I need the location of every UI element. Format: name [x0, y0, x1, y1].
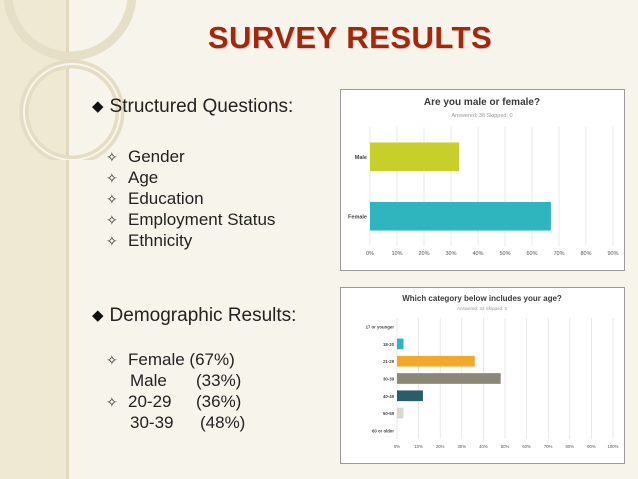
- category-label: 50-59: [383, 411, 395, 416]
- list-item: ✧ 20-29 (36%): [106, 391, 245, 412]
- category-label: 18-20: [383, 342, 395, 347]
- x-tick-label: 40%: [479, 444, 488, 449]
- bar: [397, 390, 423, 402]
- list-item: ✧ Education: [106, 188, 275, 209]
- x-tick-label: 70%: [544, 444, 553, 449]
- four-point-star-icon: ✧: [106, 233, 118, 249]
- x-tick-label: 30%: [457, 444, 466, 449]
- chart-subtitle: Answered: 33 Skipped: 3: [457, 306, 508, 311]
- x-tick-label: 90%: [607, 251, 618, 257]
- x-tick-label: 0%: [394, 444, 400, 449]
- bar: [397, 355, 475, 367]
- x-tick-label: 80%: [565, 444, 574, 449]
- x-tick-label: 20%: [418, 251, 429, 257]
- heading-label: Demographic Results:: [109, 305, 297, 326]
- x-tick-label: 10%: [414, 444, 423, 449]
- item-label: Employment Status: [128, 210, 276, 229]
- four-point-star-icon: ✧: [106, 191, 118, 207]
- structured-questions-list: ✧ Gender ✧ Age ✧ Education ✧ Employment Stat…: [106, 146, 275, 251]
- category-label: Male: [355, 155, 367, 161]
- gender-chart-svg: Are you male or female? Answered: 36 Ski…: [348, 97, 619, 257]
- result-label: Female: [128, 350, 185, 369]
- four-point-star-icon: ✧: [106, 212, 118, 228]
- bar: [397, 373, 501, 384]
- structured-questions-heading: ◆ Structured Questions:: [92, 96, 293, 118]
- list-item: 30-39 (48%): [106, 412, 245, 433]
- chart-title: Are you male or female?: [424, 97, 540, 108]
- list-item: ✧ Female (67%): [106, 349, 245, 370]
- result-label: 20-29: [128, 392, 172, 411]
- list-item: ✧ Ethnicity: [106, 230, 275, 251]
- x-tick-label: 60%: [526, 251, 537, 257]
- demographic-results-heading: ◆ Demographic Results:: [92, 305, 296, 327]
- result-value: (33%): [196, 371, 242, 390]
- x-tick-label: 10%: [391, 251, 402, 257]
- slide-title: SURVEY RESULTS: [207, 20, 493, 55]
- diamond-bullet-icon: ◆: [92, 98, 104, 115]
- x-tick-label: 40%: [472, 251, 483, 257]
- bar: [397, 407, 404, 419]
- item-label: Ethnicity: [128, 231, 193, 250]
- category-label: 30-39: [383, 377, 395, 382]
- list-item: ✧ Gender: [106, 146, 275, 167]
- chart-subtitle: Answered: 36 Skipped: 0: [451, 113, 512, 119]
- x-tick-label: 90%: [587, 444, 596, 449]
- category-label: Female: [348, 214, 367, 220]
- x-tick-label: 70%: [553, 251, 564, 257]
- result-label: Male: [130, 371, 167, 390]
- age-chart-svg: Which category below includes your age? …: [366, 294, 619, 449]
- x-tick-label: 0%: [366, 251, 374, 257]
- x-tick-label: 60%: [522, 444, 531, 449]
- list-item: Male (33%): [106, 370, 245, 391]
- x-tick-label: 30%: [445, 251, 456, 257]
- heading-label: Structured Questions:: [109, 96, 294, 117]
- diamond-bullet-icon: ◆: [92, 307, 104, 324]
- category-label: 17 or younger: [366, 325, 395, 330]
- x-tick-label: 80%: [580, 251, 591, 257]
- bar: [370, 201, 551, 231]
- list-item: ✧ Employment Status: [106, 209, 275, 230]
- demographic-results-list: ✧ Female (67%) Male (33%) ✧ 20-29 (36%) 30-3…: [106, 349, 245, 433]
- result-value: (48%): [200, 413, 246, 432]
- category-label: 40-49: [383, 394, 395, 399]
- item-label: Education: [128, 189, 204, 208]
- item-label: Age: [128, 168, 159, 187]
- x-tick-label: 50%: [499, 251, 510, 257]
- four-point-star-icon: ✧: [106, 352, 118, 368]
- age-chart: Which category below includes your age? …: [340, 287, 625, 464]
- four-point-star-icon: ✧: [106, 394, 118, 410]
- result-label: 30-39: [130, 413, 174, 432]
- category-label: 60 or older: [372, 428, 394, 433]
- chart-title: Which category below includes your age?: [402, 294, 562, 303]
- result-value: (36%): [196, 392, 242, 411]
- x-tick-label: 100%: [608, 444, 619, 449]
- x-tick-label: 50%: [501, 444, 510, 449]
- item-label: Gender: [128, 147, 185, 166]
- list-item: ✧ Age: [106, 167, 275, 188]
- four-point-star-icon: ✧: [106, 170, 118, 186]
- bar: [370, 142, 460, 172]
- result-value: (67%): [189, 350, 235, 369]
- x-tick-label: 20%: [436, 444, 445, 449]
- category-label: 21-29: [383, 359, 395, 364]
- four-point-star-icon: ✧: [106, 149, 118, 165]
- bar: [397, 338, 404, 350]
- decorative-rings: [3, 0, 137, 160]
- gender-chart: Are you male or female? Answered: 36 Ski…: [340, 89, 625, 271]
